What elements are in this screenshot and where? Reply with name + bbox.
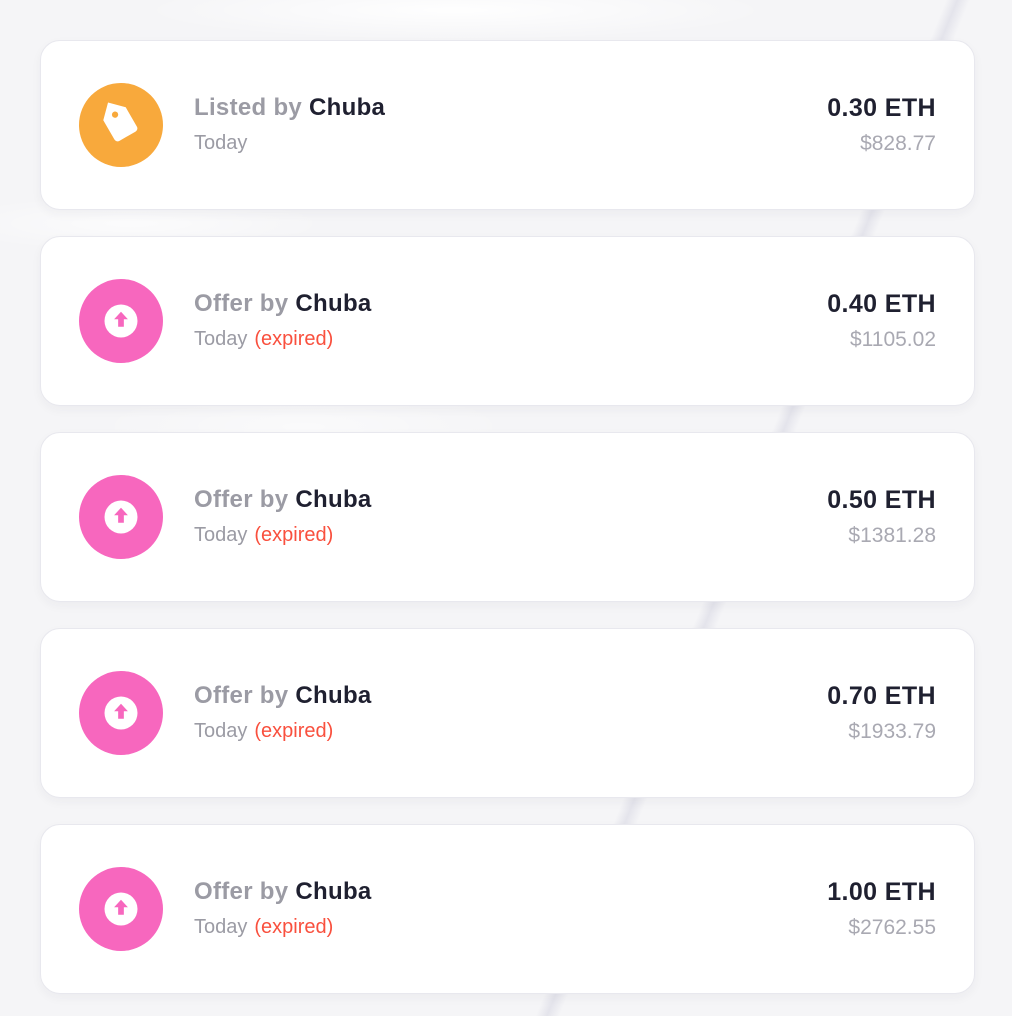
activity-info: Offer by Chuba Today (expired) — [194, 681, 372, 745]
activity-subtitle: Today (expired) — [194, 914, 372, 941]
activity-subtitle: Today (expired) — [194, 522, 372, 549]
activity-title: Listed by Chuba — [194, 93, 385, 123]
amounts: 0.40 ETH $1105.02 — [827, 289, 936, 353]
activity-row-offer[interactable]: Offer by Chuba Today (expired) 1.00 ETH $… — [40, 824, 975, 994]
usd-amount: $828.77 — [860, 132, 936, 155]
user-name[interactable]: Chuba — [295, 290, 372, 317]
user-name[interactable]: Chuba — [295, 878, 372, 905]
activity-subtitle: Today — [194, 130, 385, 157]
activity-row-offer[interactable]: Offer by Chuba Today (expired) 0.50 ETH $… — [40, 432, 975, 602]
activity-list: Listed by Chuba Today 0.30 ETH $828.77 O… — [40, 40, 975, 994]
action-label: Listed by — [194, 94, 303, 121]
activity-subtitle: Today (expired) — [194, 326, 372, 353]
activity-row-offer[interactable]: Offer by Chuba Today (expired) 0.70 ETH $… — [40, 628, 975, 798]
arrow-up-circle-icon — [79, 671, 163, 755]
eth-amount: 0.40 ETH — [827, 290, 936, 318]
amounts: 0.70 ETH $1933.79 — [827, 681, 936, 745]
status-label: (expired) — [254, 524, 334, 546]
user-name[interactable]: Chuba — [295, 486, 372, 513]
eth-amount: 0.70 ETH — [827, 682, 936, 710]
usd-amount: $1933.79 — [848, 720, 936, 743]
action-label: Offer by — [194, 486, 289, 513]
eth-amount: 1.00 ETH — [827, 878, 936, 906]
date-label: Today — [194, 328, 248, 350]
action-label: Offer by — [194, 878, 289, 905]
activity-row-offer[interactable]: Offer by Chuba Today (expired) 0.40 ETH $… — [40, 236, 975, 406]
activity-title: Offer by Chuba — [194, 877, 372, 907]
activity-subtitle: Today (expired) — [194, 718, 372, 745]
status-label: (expired) — [254, 720, 334, 742]
eth-amount: 0.50 ETH — [827, 486, 936, 514]
usd-amount: $1381.28 — [848, 524, 936, 547]
eth-amount: 0.30 ETH — [827, 94, 936, 122]
amounts: 0.30 ETH $828.77 — [827, 93, 936, 157]
tag-icon — [79, 83, 163, 167]
activity-title: Offer by Chuba — [194, 289, 372, 319]
date-label: Today — [194, 524, 248, 546]
date-label: Today — [194, 132, 248, 154]
usd-amount: $2762.55 — [848, 916, 936, 939]
action-label: Offer by — [194, 682, 289, 709]
arrow-up-circle-icon — [79, 475, 163, 559]
status-label: (expired) — [254, 916, 334, 938]
activity-title: Offer by Chuba — [194, 485, 372, 515]
date-label: Today — [194, 916, 248, 938]
amounts: 1.00 ETH $2762.55 — [827, 877, 936, 941]
activity-info: Offer by Chuba Today (expired) — [194, 289, 372, 353]
activity-info: Offer by Chuba Today (expired) — [194, 877, 372, 941]
date-label: Today — [194, 720, 248, 742]
amounts: 0.50 ETH $1381.28 — [827, 485, 936, 549]
activity-title: Offer by Chuba — [194, 681, 372, 711]
arrow-up-circle-icon — [79, 867, 163, 951]
action-label: Offer by — [194, 290, 289, 317]
arrow-up-circle-icon — [79, 279, 163, 363]
user-name[interactable]: Chuba — [309, 94, 386, 121]
usd-amount: $1105.02 — [849, 328, 936, 351]
activity-row-listing[interactable]: Listed by Chuba Today 0.30 ETH $828.77 — [40, 40, 975, 210]
activity-info: Listed by Chuba Today — [194, 93, 385, 157]
user-name[interactable]: Chuba — [295, 682, 372, 709]
activity-info: Offer by Chuba Today (expired) — [194, 485, 372, 549]
status-label: (expired) — [254, 328, 334, 350]
